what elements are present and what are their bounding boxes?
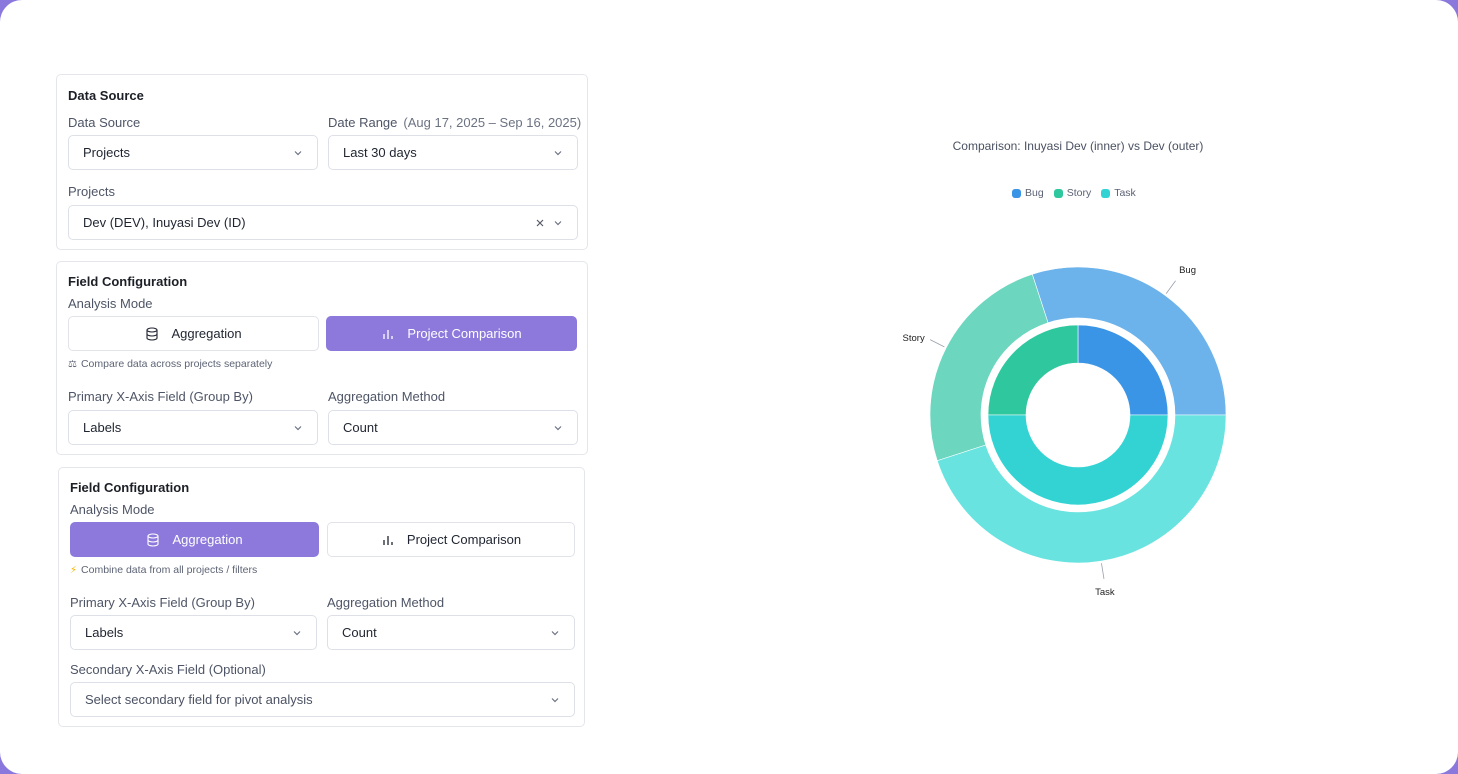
secondary-x-axis-select[interactable]: Select secondary field for pivot analysi… xyxy=(70,682,575,717)
primary-x-axis-select[interactable]: Labels xyxy=(70,615,317,650)
slice-label-story: Story xyxy=(903,333,925,344)
label-leader-line xyxy=(1101,563,1105,580)
legend-item-task[interactable]: Task xyxy=(1101,187,1136,199)
date-range-span: (Aug 17, 2025 – Sep 16, 2025) xyxy=(403,115,582,130)
card-title: Field Configuration xyxy=(70,480,190,495)
aggregation-method-label: Aggregation Method xyxy=(328,389,446,404)
chevron-down-icon xyxy=(554,220,562,225)
field-config-card: Field Configuration Analysis Mode Aggreg… xyxy=(56,261,588,455)
data-source-label: Data Source xyxy=(68,115,141,130)
date-range-label: Date Range (Aug 17, 2025 – Sep 16, 2025) xyxy=(328,115,582,130)
project-comparison-mode-button[interactable]: Project Comparison xyxy=(326,316,577,351)
chevron-down-icon xyxy=(554,425,562,430)
primary-x-axis-label: Primary X-Axis Field (Group By) xyxy=(70,595,255,610)
scale-icon: ⚖ xyxy=(68,358,77,370)
data-source-select[interactable]: Projects xyxy=(68,135,318,170)
mode-hint: ⚖ Compare data across projects separatel… xyxy=(68,358,273,370)
chart-title: Comparison: Inuyasi Dev (inner) vs Dev (… xyxy=(952,139,1204,153)
chevron-down-icon xyxy=(554,150,562,155)
outer-slice-bug[interactable] xyxy=(1031,266,1227,416)
chevron-down-icon xyxy=(294,150,302,155)
card-title: Data Source xyxy=(68,88,144,103)
chevron-down-icon xyxy=(551,697,559,702)
aggregation-method-label: Aggregation Method xyxy=(327,595,445,610)
chevron-down-icon xyxy=(294,425,302,430)
legend-swatch-task xyxy=(1101,188,1111,198)
analysis-mode-label: Analysis Mode xyxy=(68,296,153,311)
legend-item-story[interactable]: Story xyxy=(1053,187,1091,199)
chevron-down-icon xyxy=(293,630,301,635)
analysis-mode-label: Analysis Mode xyxy=(70,502,155,517)
aggregation-method-select[interactable]: Count xyxy=(327,615,575,650)
primary-x-axis-label: Primary X-Axis Field (Group By) xyxy=(68,389,253,404)
database-icon xyxy=(147,532,159,547)
nested-donut-chart: Bug Story Task xyxy=(903,265,1227,598)
bar-chart-icon xyxy=(383,535,393,545)
aggregation-mode-button[interactable]: Aggregation xyxy=(70,522,319,557)
chart-legend: Bug Story Task xyxy=(1012,187,1136,199)
date-range-select[interactable]: Last 30 days xyxy=(328,135,578,170)
inner-slice-task[interactable] xyxy=(987,414,1169,506)
projects-multiselect[interactable]: Dev (DEV), Inuyasi Dev (ID) xyxy=(68,205,578,240)
aggregation-method-select[interactable]: Count xyxy=(328,410,578,445)
legend-item-bug[interactable]: Bug xyxy=(1012,187,1044,199)
lightning-icon: ⚡ xyxy=(70,564,78,576)
clear-icon[interactable] xyxy=(535,218,545,228)
slice-label-bug: Bug xyxy=(1179,265,1196,276)
bar-chart-icon xyxy=(383,329,394,339)
slice-label-task: Task xyxy=(1095,587,1115,598)
project-comparison-mode-button[interactable]: Project Comparison xyxy=(327,522,575,557)
mode-hint: ⚡ Combine data from all projects / filte… xyxy=(70,564,258,576)
card-title: Field Configuration xyxy=(68,274,188,289)
legend-swatch-bug xyxy=(1012,188,1021,198)
projects-label: Projects xyxy=(68,184,115,199)
label-leader-line xyxy=(1165,280,1176,294)
field-config-card: Field Configuration Analysis Mode Aggreg… xyxy=(58,467,585,727)
label-leader-line xyxy=(929,339,945,348)
secondary-x-axis-label: Secondary X-Axis Field (Optional) xyxy=(70,662,266,677)
outer-slice-task[interactable] xyxy=(936,414,1227,564)
database-icon xyxy=(146,326,158,341)
chevron-down-icon xyxy=(551,630,559,635)
primary-x-axis-select[interactable]: Labels xyxy=(68,410,318,445)
data-source-card: Data Source Data Source Date Range (Aug 1… xyxy=(56,74,588,250)
aggregation-mode-button[interactable]: Aggregation xyxy=(68,316,319,351)
legend-swatch-story xyxy=(1053,188,1063,198)
